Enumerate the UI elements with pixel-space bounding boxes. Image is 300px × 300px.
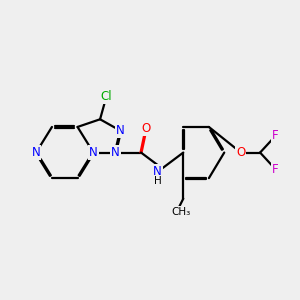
Text: O: O <box>142 122 151 135</box>
Text: F: F <box>272 163 279 176</box>
Text: N: N <box>116 124 125 137</box>
Text: N: N <box>89 146 98 159</box>
Text: N: N <box>111 146 120 159</box>
Text: O: O <box>236 146 245 159</box>
Text: F: F <box>272 129 279 142</box>
Text: H: H <box>154 176 162 186</box>
Text: N: N <box>32 146 40 159</box>
Text: Cl: Cl <box>101 90 112 103</box>
Text: N: N <box>153 165 162 178</box>
Text: CH₃: CH₃ <box>171 207 190 217</box>
